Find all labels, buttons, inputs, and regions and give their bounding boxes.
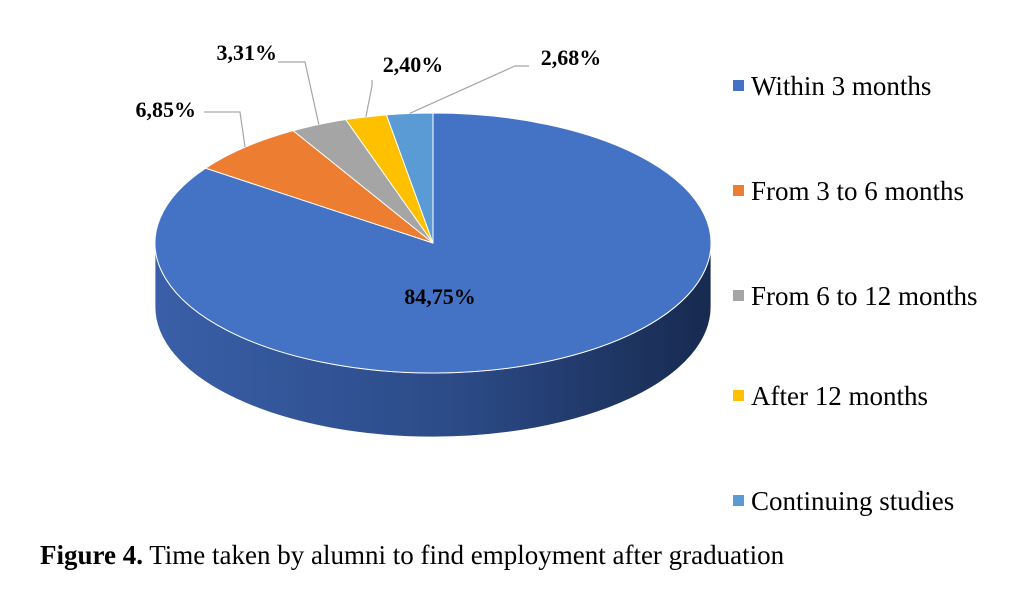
legend-swatch-0 [733, 80, 744, 91]
leader-lines [204, 61, 529, 148]
legend-swatch-2 [733, 290, 744, 301]
legend-swatch-3 [733, 390, 744, 401]
legend-label-4: Continuing studies [751, 486, 954, 516]
data-label-0: 84,75% [404, 284, 476, 309]
data-label-4: 2,68% [541, 45, 602, 70]
data-label-2: 3,31% [217, 40, 278, 65]
data-label-3: 2,40% [383, 52, 444, 77]
figure-caption: Figure 4. Time taken by alumni to find e… [40, 540, 784, 571]
data-label-1: 6,85% [136, 97, 197, 122]
leader-line-2 [278, 61, 320, 125]
leader-line-1 [204, 111, 246, 148]
pie-slice-4 [385, 112, 434, 244]
legend: Within 3 months From 3 to 6 months From 6 … [733, 71, 978, 516]
legend-swatch-1 [733, 185, 744, 196]
legend-swatch-4 [733, 495, 744, 506]
pie-top [154, 112, 712, 374]
legend-label-0: Within 3 months [751, 71, 931, 101]
legend-label-2: From 6 to 12 months [751, 281, 978, 311]
leader-line-3 [365, 80, 373, 117]
figure-number: Figure 4. [40, 540, 143, 570]
legend-label-3: After 12 months [751, 381, 928, 411]
leader-line-4 [409, 65, 529, 115]
figure-caption-text: Time taken by alumni to find employment … [143, 540, 785, 570]
pie-slice-1 [204, 130, 434, 244]
legend-label-1: From 3 to 6 months [751, 176, 964, 206]
pie-labels: 84,75% 6,85% 3,31% 2,40% 2,68% [136, 40, 602, 309]
